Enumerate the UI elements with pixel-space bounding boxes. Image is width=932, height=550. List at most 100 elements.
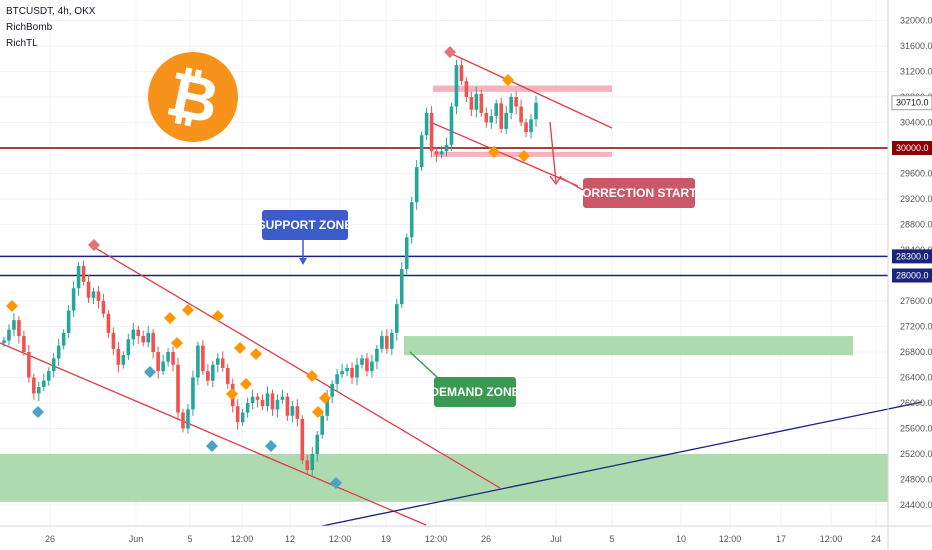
zone-channel-top (433, 85, 612, 92)
candle (260, 394, 265, 411)
candle (399, 262, 404, 309)
candle-body (454, 65, 459, 107)
candle-body (464, 81, 469, 97)
candle (27, 344, 31, 383)
candle-body (41, 380, 46, 388)
candle (350, 362, 354, 384)
candle (434, 147, 439, 163)
time-tick-label: 12:00 (719, 534, 742, 544)
candle (375, 344, 379, 370)
candle (469, 91, 474, 117)
candle-body (330, 383, 334, 397)
signal-diamond (212, 310, 224, 322)
candle (81, 260, 86, 286)
signal-diamond (444, 46, 456, 58)
signal-markers (6, 46, 530, 489)
candle-body (56, 345, 61, 359)
candle-body (191, 377, 195, 410)
demand-zone-label-box (434, 377, 516, 407)
indicator-richbomb[interactable]: RichBomb (6, 22, 53, 33)
candle (390, 329, 394, 356)
candle-body (265, 393, 270, 407)
candle-body (360, 358, 364, 365)
zones (0, 85, 888, 502)
candle (295, 399, 300, 427)
price-axis[interactable]: 24400.0 24800.0 25200.0 25600.0 26000.0 26400… (887, 0, 932, 550)
candle (225, 364, 230, 389)
candle-body (51, 358, 56, 372)
support-zone-label: SUPPORT ZONE (258, 210, 352, 240)
signal-diamond (488, 146, 500, 158)
price-label-text: 28300.0 (896, 251, 929, 261)
candle (191, 370, 195, 416)
indicator-richtl[interactable]: RichTL (6, 38, 38, 49)
candle (275, 394, 280, 418)
zone-demand-bottom (0, 454, 888, 502)
bitcoin-logo: ₿ (148, 52, 238, 142)
time-tick-label: 19 (381, 534, 391, 544)
candle-body (365, 358, 369, 372)
candle (380, 330, 384, 353)
candle-body (345, 367, 349, 372)
candle-body (489, 116, 494, 123)
candle-body (534, 102, 538, 120)
support-zone-label-box (262, 210, 348, 240)
demand-zone-label: DEMAND ZONE (430, 377, 520, 407)
candle (37, 381, 41, 402)
candle (280, 389, 285, 404)
candle-body (12, 320, 16, 330)
candle-body (225, 367, 230, 384)
price-label-text: 28000.0 (896, 271, 929, 281)
candle (385, 329, 389, 354)
signal-diamond (319, 392, 331, 404)
bitcoin-circle (148, 52, 238, 142)
candle (176, 357, 180, 421)
time-axis[interactable]: 26 Jun 5 12:00 12 12:00 19 12:00 26 Jul 5 10 12:00 17… (0, 525, 932, 544)
signal-diamond (502, 74, 514, 86)
correction-pointer (559, 176, 584, 191)
candle (86, 274, 91, 303)
signal-diamond (171, 337, 183, 349)
candle-body (320, 415, 325, 435)
candle (41, 373, 46, 391)
price-tick-label: 27200.0 (900, 322, 932, 332)
candle-body (116, 348, 121, 365)
candle (181, 408, 185, 433)
candle (424, 107, 429, 141)
signal-diamond (240, 378, 252, 390)
candle (270, 389, 275, 416)
price-tick-label: 24800.0 (900, 475, 932, 485)
candle (96, 286, 101, 309)
candle (345, 364, 349, 377)
candle-body (66, 310, 71, 333)
candle (245, 397, 250, 418)
trendline (321, 401, 923, 527)
annotations: SUPPORT ZONE DEMAND ZONE CORRECTION STARTS (258, 121, 705, 407)
candle-body (499, 103, 503, 129)
zone-demand-top (404, 336, 853, 356)
candle (161, 354, 165, 375)
time-tick-label: 26 (481, 534, 491, 544)
candle-body (106, 313, 111, 333)
price-tick-label: 29200.0 (900, 194, 932, 204)
candle (196, 341, 200, 386)
candle (250, 389, 255, 410)
candle (220, 351, 225, 372)
candle-body (220, 358, 225, 368)
candle (56, 338, 61, 367)
candle (414, 160, 419, 210)
candle-body (71, 288, 76, 311)
candle-body (295, 406, 300, 419)
time-tick-label: 12:00 (820, 534, 843, 544)
candle-body (260, 399, 265, 407)
signal-diamond (182, 304, 194, 316)
candle (171, 346, 175, 372)
symbol-label[interactable]: BTCUSDT, 4h, OKX (6, 6, 96, 17)
candle-body (529, 119, 533, 133)
candle-body (305, 460, 310, 470)
time-tick-label: 12:00 (231, 534, 254, 544)
price-tick-label: 32000.0 (900, 16, 932, 26)
candle (315, 431, 320, 462)
candle-body (434, 151, 439, 155)
